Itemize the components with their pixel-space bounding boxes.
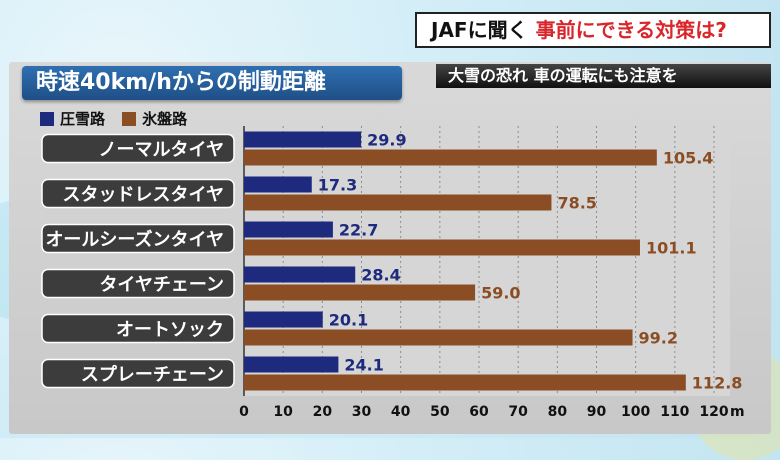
x-tick-label: 0 xyxy=(239,404,249,420)
x-tick-label: 50 xyxy=(430,404,450,420)
x-tick-label: 110 xyxy=(660,404,689,420)
bar-ice xyxy=(244,194,552,211)
bar-snow xyxy=(244,356,339,373)
legend-item-ice: 氷盤路 xyxy=(122,108,187,130)
category-label: オートソック xyxy=(116,320,224,341)
x-unit-label: m xyxy=(730,404,745,420)
category-label-bg xyxy=(41,223,235,254)
bar-snow xyxy=(244,131,362,148)
x-tick-label: 120 xyxy=(699,404,728,420)
bar-ice xyxy=(244,284,476,301)
category-label: スタッドレスタイヤ xyxy=(63,185,224,206)
plot-area xyxy=(244,126,730,396)
bar-snow xyxy=(244,311,323,328)
category-label-bg xyxy=(41,313,235,344)
value-label-ice: 105.4 xyxy=(663,149,714,168)
top-caption: JAFに聞く 事前にできる対策は? xyxy=(415,12,771,48)
x-tick-label: 10 xyxy=(273,404,293,420)
category-label: スプレーチェーン xyxy=(81,364,224,386)
x-tick-label: 80 xyxy=(548,404,568,420)
category-label: オールシーズンタイヤ xyxy=(45,229,224,251)
category-label: ノーマルタイヤ xyxy=(99,140,224,161)
legend-item-snow: 圧雪路 xyxy=(40,108,105,130)
category-label-bg xyxy=(41,133,235,164)
bar-snow xyxy=(244,176,312,193)
x-tick-label: 40 xyxy=(391,404,411,420)
x-tick-label: 20 xyxy=(313,404,333,420)
bar-chart: 0 10 20 30 40 50 60 70 80 90 100 110 120 m ノーマルタイヤ 29.9… xyxy=(41,126,745,420)
x-tick-label: 90 xyxy=(587,404,607,420)
value-label-snow: 24.1 xyxy=(344,356,383,375)
value-label-ice: 112.8 xyxy=(692,374,743,393)
sub-caption: 大雪の恐れ 車の運転にも注意を xyxy=(436,64,771,88)
category-label-bg xyxy=(41,178,235,209)
category-label-bg xyxy=(41,358,235,389)
value-label-snow: 17.3 xyxy=(318,176,357,195)
caption-highlight: 事前にできる対策は? xyxy=(535,18,727,42)
value-label-snow: 29.9 xyxy=(367,131,406,150)
value-label-ice: 101.1 xyxy=(646,239,697,258)
value-label-snow: 20.1 xyxy=(329,311,368,330)
value-label-snow: 22.7 xyxy=(339,221,378,240)
category-label-bg xyxy=(41,268,235,299)
value-label-ice: 59.0 xyxy=(481,284,520,303)
category-label: タイヤチェーン xyxy=(99,275,224,296)
chart-title: 時速40km/hからの制動距離 xyxy=(22,66,402,100)
legend-swatch-ice xyxy=(122,112,137,126)
value-label-ice: 78.5 xyxy=(557,194,596,213)
value-label-ice: 99.2 xyxy=(639,329,678,348)
x-tick-label: 60 xyxy=(469,404,489,420)
legend-swatch-snow xyxy=(40,112,54,126)
x-tick-label: 30 xyxy=(352,404,372,420)
bar-ice xyxy=(244,149,657,166)
legend-label-ice: 氷盤路 xyxy=(142,110,188,128)
bar-snow xyxy=(244,266,356,283)
bar-snow xyxy=(244,221,333,238)
x-tick-label: 100 xyxy=(621,404,650,420)
legend: 圧雪路 氷盤路 xyxy=(40,108,199,130)
x-tick-label: 70 xyxy=(508,404,528,420)
legend-label-snow: 圧雪路 xyxy=(60,110,106,128)
caption-main: JAFに聞く xyxy=(431,18,528,42)
bar-ice xyxy=(244,239,640,256)
value-label-snow: 28.4 xyxy=(361,266,400,285)
bar-ice xyxy=(244,374,686,391)
bar-ice xyxy=(244,329,633,346)
